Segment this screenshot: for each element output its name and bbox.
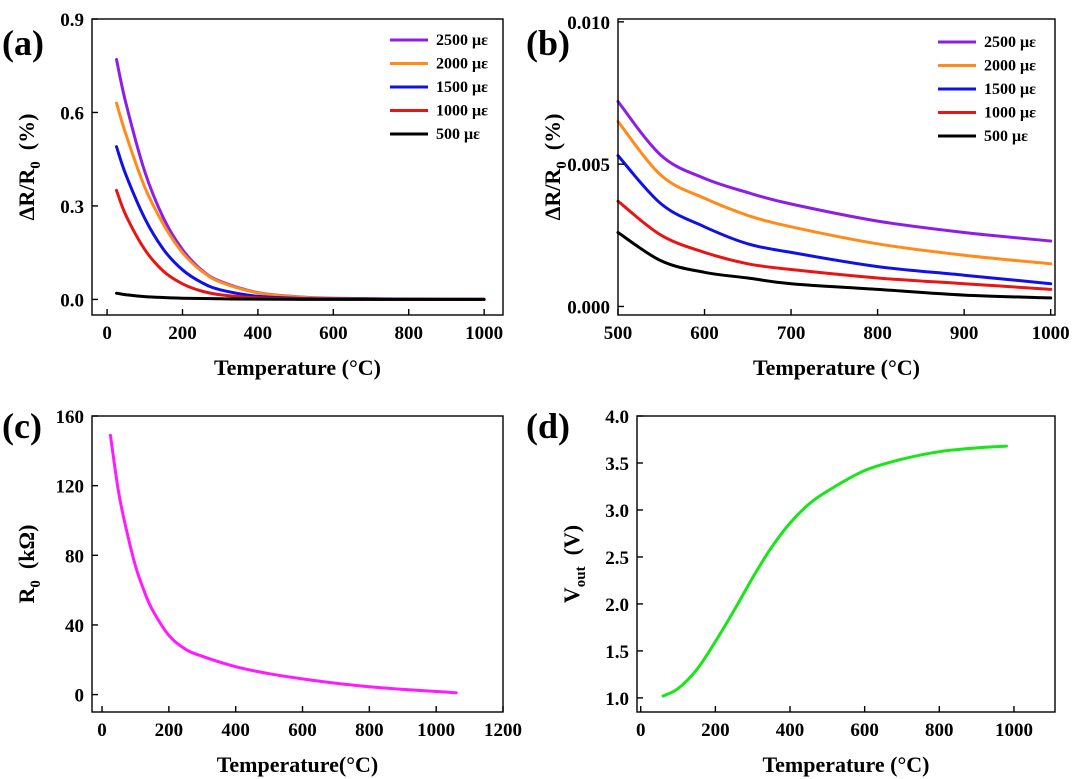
x-axis-label: Temperature (°C) xyxy=(214,355,381,380)
series-line-4 xyxy=(115,291,486,301)
legend-label: 1000 με xyxy=(984,105,1036,122)
y-tick-label: 4.0 xyxy=(605,407,629,428)
y-tick-label: 40 xyxy=(65,616,84,637)
x-tick-label: 200 xyxy=(155,720,184,741)
y-tick-label: 0.3 xyxy=(60,197,84,218)
plot-frame xyxy=(91,415,504,713)
chart-panel-0: 0 200 400 600 800 1000 0.0 0.3 0.6 0.9 Temperature… xyxy=(2,10,504,380)
legend-label: 2500 με xyxy=(984,34,1036,51)
y-tick-label: 120 xyxy=(56,477,85,498)
y-tick-label: 0.000 xyxy=(567,297,610,318)
series-line-4 xyxy=(616,231,1053,300)
x-tick-label: 600 xyxy=(690,323,719,344)
y-tick-label: 0.0 xyxy=(60,290,84,311)
series-line-1 xyxy=(616,120,1053,266)
chart-panel-3: 0 200 400 600 800 1000 1.0 1.5 2.0 2.5 3.0 3.5 4.0 Te… xyxy=(526,406,1056,777)
x-tick-label: 400 xyxy=(221,720,250,741)
series-line-0 xyxy=(616,100,1053,243)
y-tick-label: 3.0 xyxy=(605,501,629,522)
y-tick-label: 0.9 xyxy=(60,10,84,31)
legend: 2500 με 2000 με 1500 με 1000 με 500 με xyxy=(390,32,488,143)
legend-label: 500 με xyxy=(984,128,1028,145)
x-tick-label: 600 xyxy=(850,720,879,741)
legend-label: 2500 με xyxy=(436,32,488,49)
panel-label: (d) xyxy=(526,406,570,446)
x-tick-label: 0 xyxy=(102,323,112,344)
y-tick-label: 1.5 xyxy=(605,642,629,663)
y-tick-label: 0.005 xyxy=(567,155,610,176)
plot-frame xyxy=(636,415,1056,713)
legend-label: 1000 με xyxy=(436,103,488,120)
series-line-1 xyxy=(115,101,486,301)
x-tick-label: 600 xyxy=(288,720,317,741)
x-tick-label: 200 xyxy=(701,720,730,741)
x-tick-label: 800 xyxy=(863,323,892,344)
y-tick-label: 0.6 xyxy=(60,103,84,124)
x-tick-label: 700 xyxy=(777,323,806,344)
series-line-0 xyxy=(108,433,458,695)
series-line-0 xyxy=(115,58,486,301)
x-tick-label: 800 xyxy=(355,720,384,741)
x-tick-label: 1000 xyxy=(417,720,455,741)
chart-panel-2: 0 200 400 600 800 1000 1200 0 40 80 120 160 Temperat… xyxy=(2,406,522,777)
y-tick-label: 2.5 xyxy=(605,548,629,569)
y-tick-label: 2.0 xyxy=(605,595,629,616)
x-tick-label: 1000 xyxy=(995,720,1033,741)
plot-frame xyxy=(91,18,504,316)
x-tick-label: 200 xyxy=(168,323,197,344)
legend-label: 1500 με xyxy=(436,79,488,96)
plot-frame xyxy=(617,18,1056,316)
legend-label: 2000 με xyxy=(984,58,1036,75)
x-tick-label: 800 xyxy=(925,720,954,741)
series-line-2 xyxy=(616,154,1053,286)
x-tick-label: 0 xyxy=(97,720,107,741)
x-tick-label: 400 xyxy=(776,720,805,741)
x-axis-label: Temperature(°C) xyxy=(217,752,379,777)
x-axis-label: Temperature (°C) xyxy=(753,355,920,380)
x-tick-label: 800 xyxy=(394,323,423,344)
legend-label: 2000 με xyxy=(436,56,488,73)
series-line-3 xyxy=(115,188,486,301)
x-tick-label: 1000 xyxy=(1032,323,1070,344)
y-tick-label: 80 xyxy=(65,546,84,567)
panel-label: (b) xyxy=(526,23,570,63)
panel-label: (a) xyxy=(2,23,44,63)
y-axis-label: Vout (V) xyxy=(559,525,589,603)
legend-label: 500 με xyxy=(436,126,480,143)
panel-label: (c) xyxy=(2,406,42,446)
chart-panel-1: 500 600 700 800 900 1000 0.000 0.005 0.010 Temper… xyxy=(526,13,1070,380)
y-axis-label: ΔR/R0 (%) xyxy=(14,114,44,221)
y-tick-label: 3.5 xyxy=(605,454,629,475)
x-tick-label: 1000 xyxy=(465,323,503,344)
x-tick-label: 500 xyxy=(604,323,633,344)
series-line-0 xyxy=(661,444,1008,698)
x-axis-label: Temperature (°C) xyxy=(762,752,929,777)
x-tick-label: 900 xyxy=(950,323,979,344)
x-tick-label: 1200 xyxy=(484,720,522,741)
legend: 2500 με 2000 με 1500 με 1000 με 500 με xyxy=(938,34,1036,145)
y-tick-label: 0 xyxy=(75,686,85,707)
legend-label: 1500 με xyxy=(984,81,1036,98)
x-tick-label: 400 xyxy=(244,323,273,344)
y-axis-label: ΔR/R0 (%) xyxy=(540,114,570,221)
y-tick-label: 0.010 xyxy=(567,13,610,34)
y-tick-label: 160 xyxy=(56,407,85,428)
series-line-3 xyxy=(616,199,1053,291)
x-tick-label: 0 xyxy=(636,720,646,741)
x-tick-label: 600 xyxy=(319,323,348,344)
y-axis-label: R0 (kΩ) xyxy=(14,525,44,604)
y-tick-label: 1.0 xyxy=(605,689,629,710)
